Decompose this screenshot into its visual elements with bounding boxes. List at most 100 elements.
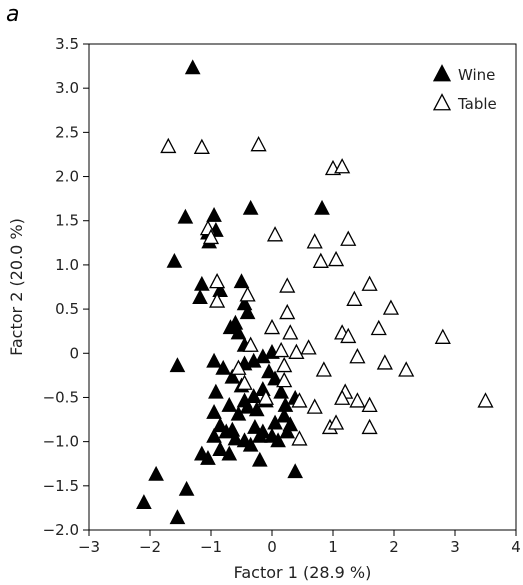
legend-label: Wine bbox=[458, 66, 495, 84]
table-point bbox=[202, 228, 220, 245]
table-point bbox=[236, 374, 253, 390]
table-point bbox=[282, 324, 299, 340]
wine-point bbox=[239, 398, 256, 414]
table-point bbox=[434, 328, 451, 344]
wine-point bbox=[233, 273, 250, 289]
wine-point bbox=[206, 404, 222, 419]
plot-frame bbox=[88, 43, 517, 531]
table-point bbox=[193, 138, 210, 154]
y-tick-label: 1.5 bbox=[55, 212, 79, 230]
wine-point bbox=[178, 480, 195, 496]
x-tick-label: −3 bbox=[78, 538, 100, 556]
wine-point bbox=[248, 401, 265, 417]
wine-point bbox=[194, 275, 210, 291]
table-point bbox=[327, 414, 345, 430]
wine-point bbox=[200, 449, 216, 465]
table-point bbox=[361, 396, 378, 412]
table-point bbox=[306, 398, 323, 414]
wine-point bbox=[221, 396, 238, 412]
wine-point bbox=[247, 419, 263, 434]
x-tick-label: 3 bbox=[450, 538, 460, 556]
table-point bbox=[276, 371, 293, 388]
wine-point bbox=[148, 465, 164, 481]
x-axis-title: Factor 1 (28.9 %) bbox=[234, 563, 372, 582]
wine-point bbox=[166, 252, 183, 268]
table-point bbox=[312, 252, 329, 268]
table-point bbox=[291, 392, 308, 408]
table-point bbox=[276, 356, 293, 373]
wine-point bbox=[169, 357, 186, 373]
wine-point bbox=[251, 427, 268, 443]
data-points bbox=[136, 59, 494, 525]
x-tick-label: 4 bbox=[511, 538, 521, 556]
y-tick-label: 2.5 bbox=[55, 123, 79, 141]
x-tick-label: −1 bbox=[200, 538, 222, 556]
y-tick-label: 1.0 bbox=[55, 256, 79, 274]
wine-point bbox=[212, 441, 228, 457]
table-point bbox=[327, 250, 345, 267]
table-point bbox=[349, 348, 366, 364]
table-point bbox=[288, 343, 305, 359]
wine-point bbox=[287, 463, 304, 479]
table-point bbox=[361, 275, 378, 291]
x-tick-label: 2 bbox=[389, 538, 399, 556]
wine-point bbox=[136, 494, 152, 510]
panel-label: a bbox=[6, 2, 20, 27]
y-tick-label: 3.0 bbox=[55, 79, 79, 97]
wine-point bbox=[279, 423, 296, 439]
table-point bbox=[340, 230, 357, 246]
legend-table-marker bbox=[432, 93, 452, 111]
table-point bbox=[160, 137, 177, 154]
table-point bbox=[349, 392, 366, 408]
table-point bbox=[239, 286, 256, 302]
table-point bbox=[230, 359, 247, 375]
table-point bbox=[279, 277, 296, 293]
wine-point bbox=[221, 445, 238, 461]
table-point bbox=[279, 303, 296, 320]
table-point bbox=[263, 318, 281, 335]
wine-point bbox=[273, 383, 289, 399]
wine-point bbox=[270, 432, 286, 448]
wine-point bbox=[242, 199, 259, 215]
wine-point bbox=[206, 427, 222, 443]
y-tick-label: −1.0 bbox=[43, 433, 79, 451]
table-point bbox=[382, 299, 400, 315]
wine-point bbox=[169, 509, 186, 525]
table-point bbox=[291, 430, 308, 446]
wine-point bbox=[239, 304, 256, 320]
wine-point bbox=[192, 289, 208, 305]
legend-wine-marker bbox=[432, 64, 452, 82]
y-tick-label: −0.5 bbox=[43, 388, 79, 406]
table-point bbox=[300, 339, 317, 355]
wine-point bbox=[251, 451, 268, 467]
wine-point bbox=[212, 417, 228, 433]
wine-point bbox=[227, 430, 244, 446]
table-point bbox=[370, 319, 387, 336]
table-point bbox=[242, 336, 259, 352]
wine-point bbox=[212, 282, 228, 297]
x-tick-label: −2 bbox=[139, 538, 161, 556]
wine-point bbox=[184, 59, 201, 75]
y-axis-title: Factor 2 (20.0 %) bbox=[7, 218, 26, 356]
table-point bbox=[334, 389, 351, 405]
wine-point bbox=[276, 407, 293, 423]
table-point bbox=[257, 389, 274, 405]
y-tick-label: −1.5 bbox=[43, 477, 79, 495]
table-point bbox=[334, 158, 351, 174]
wine-point bbox=[261, 363, 277, 379]
wine-point bbox=[222, 319, 239, 335]
table-point bbox=[306, 233, 323, 249]
wine-point bbox=[218, 423, 235, 439]
table-point bbox=[361, 418, 378, 435]
table-point bbox=[376, 354, 393, 370]
wine-point bbox=[224, 368, 241, 384]
wine-point bbox=[206, 352, 222, 368]
table-point bbox=[340, 327, 357, 344]
wine-point bbox=[215, 359, 232, 375]
table-point bbox=[273, 341, 290, 358]
legend-label: Table bbox=[457, 95, 497, 113]
table-point bbox=[346, 290, 363, 306]
table-point bbox=[477, 392, 494, 408]
wine-point bbox=[242, 436, 259, 452]
